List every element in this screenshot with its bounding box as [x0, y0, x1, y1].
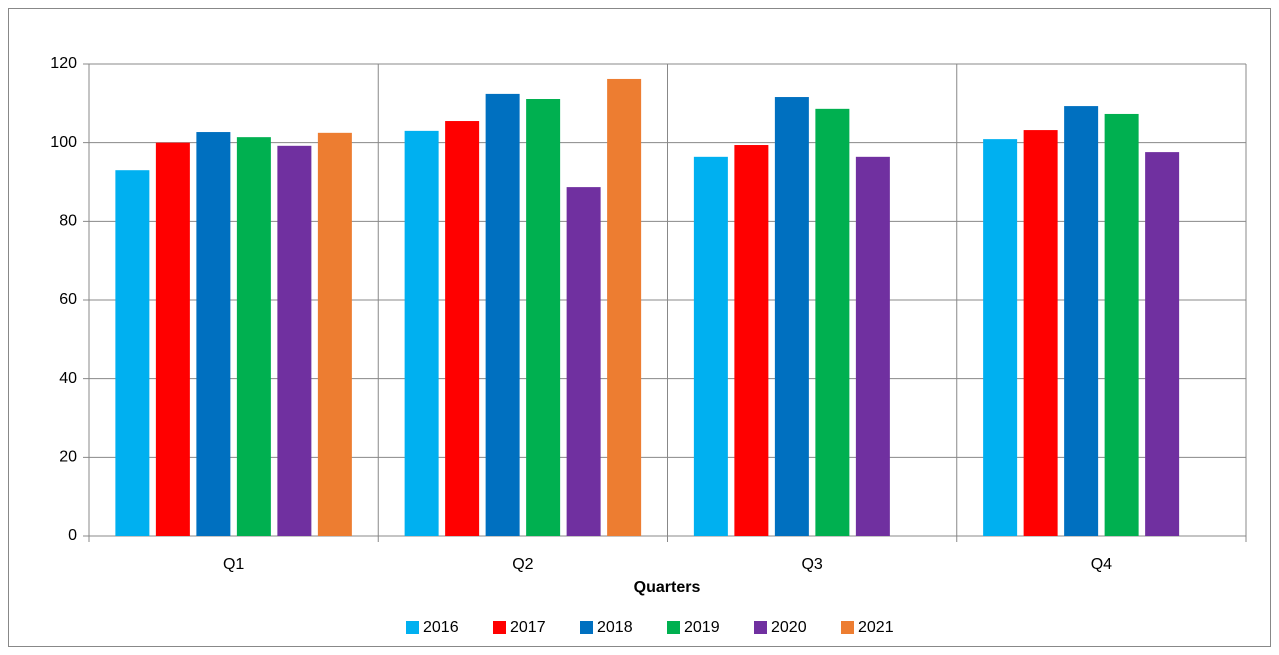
legend-label: 2019 — [684, 619, 720, 636]
bar — [1145, 152, 1180, 536]
bar — [1104, 113, 1139, 536]
legend-swatch — [841, 621, 854, 634]
y-tick-label: 0 — [68, 527, 77, 544]
y-tick-label: 40 — [59, 370, 77, 387]
bar — [734, 145, 769, 536]
legend-swatch — [667, 621, 680, 634]
legend-label: 2021 — [858, 619, 894, 636]
x-tick-label: Q3 — [801, 556, 822, 573]
bar — [1023, 130, 1058, 536]
x-tick-label: Q4 — [1091, 556, 1112, 573]
bar — [196, 132, 231, 536]
bar — [445, 121, 480, 537]
bar — [236, 137, 271, 536]
bar — [607, 78, 642, 537]
bar — [566, 187, 601, 536]
bar — [815, 108, 850, 536]
x-tick-label: Q1 — [223, 556, 244, 573]
y-tick-label: 120 — [50, 55, 77, 72]
legend-label: 2017 — [510, 619, 546, 636]
bar — [774, 97, 809, 536]
bar — [317, 132, 352, 537]
legend-label: 2016 — [423, 619, 459, 636]
bar — [1064, 106, 1099, 536]
bar — [485, 93, 520, 536]
bar — [155, 142, 190, 536]
bar — [983, 139, 1018, 537]
legend-swatch — [754, 621, 767, 634]
y-tick-label: 80 — [59, 213, 77, 230]
x-tick-label: Q2 — [512, 556, 533, 573]
bar — [277, 145, 312, 536]
legend-label: 2020 — [771, 619, 807, 636]
y-tick-label: 60 — [59, 291, 77, 308]
legend-swatch — [580, 621, 593, 634]
bar — [115, 170, 150, 536]
bar — [526, 99, 561, 537]
x-axis-title: Quarters — [634, 579, 701, 596]
bar — [855, 156, 890, 536]
bar — [693, 156, 728, 536]
y-tick-label: 20 — [59, 449, 77, 466]
legend-swatch — [406, 621, 419, 634]
legend-swatch — [493, 621, 506, 634]
y-tick-label: 100 — [50, 134, 77, 151]
bar — [404, 130, 439, 536]
legend-label: 2018 — [597, 619, 633, 636]
